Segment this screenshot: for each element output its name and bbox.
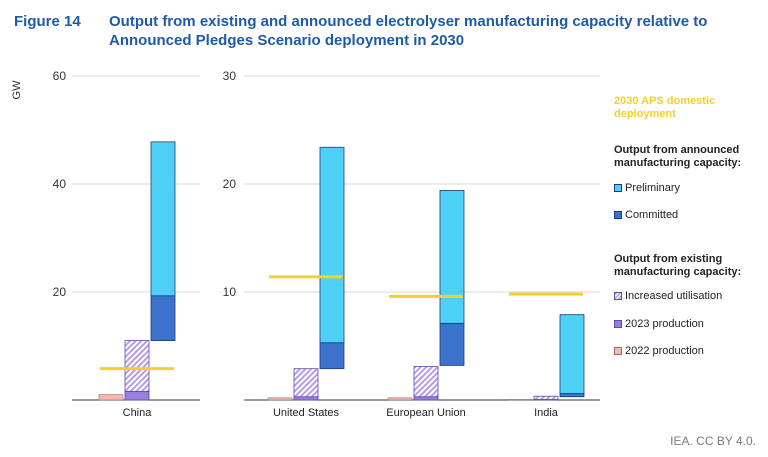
legend-2023-label: 2023 production (625, 318, 704, 330)
committed-swatch (614, 211, 622, 219)
legend-item-2023: 2023 production (614, 318, 704, 331)
bar-european-union-2022-production (387, 397, 413, 401)
bar-china-committed (150, 295, 176, 341)
legend-committed-label: Committed (625, 209, 679, 221)
legend-item-committed: Committed (614, 209, 678, 222)
legend-increased-label: Increased utilisation (625, 290, 723, 302)
bar-european-union-2023-production (413, 396, 439, 401)
legend-existing-heading: Output from existing manufacturing capac… (614, 253, 742, 278)
legend-announced-heading: Output from announced manufacturing capa… (614, 144, 742, 169)
y-tick-label-1-2: 30 (223, 69, 237, 83)
production-2023-swatch (614, 320, 622, 328)
legend-aps: 2030 APS domestic deployment (614, 95, 716, 120)
y-tick-label-0-1: 40 (53, 177, 67, 191)
bar-united-states-committed (319, 342, 345, 370)
bar-india-preliminary (559, 314, 585, 394)
bar-india-committed (559, 393, 585, 398)
y-tick-label-0-2: 60 (53, 69, 67, 83)
preliminary-swatch (614, 184, 622, 192)
bar-china-increased-utilisation (124, 340, 150, 392)
figure-number: Figure 14 (14, 13, 81, 30)
legend-preliminary-label: Preliminary (625, 182, 681, 194)
figure-title-text: Output from existing and announced elect… (109, 13, 708, 49)
bar-european-union-preliminary (439, 190, 465, 324)
x-tick-label-european-union: European Union (386, 407, 466, 419)
increased-utilisation-swatch (614, 292, 622, 300)
x-tick-label-united-states: United States (273, 407, 340, 419)
legend-item-2022: 2022 production (614, 345, 704, 358)
bar-united-states-2023-production (293, 396, 319, 401)
bar-european-union-committed (439, 322, 465, 366)
y-tick-label-0-0: 20 (53, 285, 67, 299)
bar-china-preliminary (150, 141, 176, 297)
bar-united-states-2022-production (267, 397, 293, 401)
bar-european-union-increased-utilisation (413, 366, 439, 398)
credit: IEA. CC BY 4.0. (670, 434, 756, 448)
legend-item-preliminary: Preliminary (614, 182, 680, 195)
bar-china-2022-production (98, 394, 124, 401)
y-tick-label-1-0: 10 (223, 285, 237, 299)
bar-united-states-preliminary (319, 146, 345, 344)
production-2022-swatch (614, 347, 622, 355)
x-tick-label-india: India (534, 407, 559, 419)
bar-india-increased-utilisation (533, 395, 559, 400)
y-axis-label: GW (11, 80, 23, 100)
bar-united-states-increased-utilisation (293, 368, 319, 398)
bar-india-2022-production (507, 399, 533, 401)
bar-china-2023-production (124, 390, 150, 401)
y-tick-label-1-1: 20 (223, 177, 237, 191)
legend-2022-label: 2022 production (625, 345, 704, 357)
x-tick-label-china: China (123, 407, 153, 419)
legend-item-increased: Increased utilisation (614, 290, 722, 303)
